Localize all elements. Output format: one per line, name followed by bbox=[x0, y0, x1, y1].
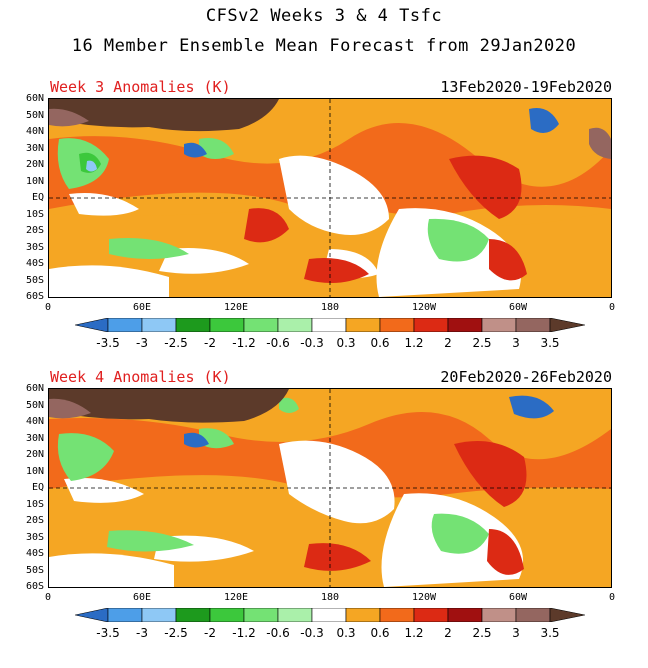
week3-anomaly-map bbox=[48, 98, 612, 298]
week4-panel-label: Week 4 Anomalies (K) bbox=[50, 368, 231, 386]
colorbar-label: 2 bbox=[444, 626, 452, 640]
colorbar-label: 0.3 bbox=[336, 336, 356, 350]
colorbar-label: -3 bbox=[136, 336, 148, 350]
colorbar-label: -2 bbox=[204, 626, 216, 640]
colorbar-label: -2.5 bbox=[164, 626, 188, 640]
lat-label: 30S bbox=[25, 241, 44, 253]
lat-label: 30N bbox=[25, 432, 44, 444]
lat-label: 50N bbox=[25, 399, 44, 411]
lat-label: 40N bbox=[25, 126, 44, 137]
week4-date-range: 20Feb2020-26Feb2020 bbox=[440, 368, 612, 386]
colorbar-label: 3.5 bbox=[540, 336, 560, 350]
lon-label: 180 bbox=[320, 302, 340, 313]
colorbar-label: 2.5 bbox=[472, 626, 492, 640]
week3-panel-label: Week 3 Anomalies (K) bbox=[50, 78, 231, 96]
lat-label: 50S bbox=[25, 274, 44, 286]
lon-label: 0 bbox=[44, 592, 52, 603]
colorbar bbox=[75, 608, 585, 622]
week3-panel: Week 3 Anomalies (K) 13Feb2020-19Feb2020 bbox=[0, 78, 648, 368]
colorbar-label: -2 bbox=[204, 336, 216, 350]
colorbar-label: -3 bbox=[136, 626, 148, 640]
colorbar-label: 0.6 bbox=[370, 336, 390, 350]
lat-label: 30S bbox=[25, 531, 44, 543]
lon-label: 60E bbox=[132, 592, 152, 603]
colorbar-label: -2.5 bbox=[164, 336, 188, 350]
lon-label: 0 bbox=[44, 302, 52, 313]
figure-title-line1: CFSv2 Weeks 3 & 4 Tsfc bbox=[205, 6, 443, 26]
week4-panel: Week 4 Anomalies (K) 20Feb2020-26Feb2020 bbox=[0, 368, 648, 658]
lat-label: 40S bbox=[25, 258, 44, 269]
lat-label: EQ bbox=[31, 482, 44, 493]
colorbar-label: -1.2 bbox=[232, 336, 256, 350]
colorbar-label: 0.3 bbox=[336, 626, 356, 640]
colorbar-label: 1.2 bbox=[404, 336, 424, 350]
colorbar-label: -1.2 bbox=[232, 626, 256, 640]
colorbar-label: 3 bbox=[512, 626, 520, 640]
lat-label: 30N bbox=[25, 142, 44, 154]
lat-label: 40N bbox=[25, 416, 44, 427]
lon-label: 120W bbox=[411, 302, 437, 313]
colorbar-label: 2.5 bbox=[472, 336, 492, 350]
lon-label: 60W bbox=[508, 302, 528, 313]
colorbar-label: -0.3 bbox=[300, 336, 324, 350]
colorbar-label: 1.2 bbox=[404, 626, 424, 640]
lat-label: 20S bbox=[25, 225, 44, 236]
lon-label: 180 bbox=[320, 592, 340, 603]
lat-label: 20N bbox=[25, 449, 44, 460]
lat-label: 10S bbox=[25, 498, 44, 510]
figure-title-line2: 16 Member Ensemble Mean Forecast from 29… bbox=[71, 36, 577, 56]
lat-label: 20N bbox=[25, 159, 44, 170]
lat-label: 50S bbox=[25, 564, 44, 576]
lon-label: 0 bbox=[608, 302, 616, 313]
lat-label: 40S bbox=[25, 548, 44, 559]
lon-label: 60W bbox=[508, 592, 528, 603]
lat-label: 60N bbox=[25, 383, 44, 394]
lat-label: 10S bbox=[25, 208, 44, 220]
lat-label: EQ bbox=[31, 192, 44, 203]
lon-label: 0 bbox=[608, 592, 616, 603]
lon-label: 60E bbox=[132, 302, 152, 313]
lon-label: 120E bbox=[223, 302, 249, 313]
week3-date-range: 13Feb2020-19Feb2020 bbox=[440, 78, 612, 96]
lat-label: 50N bbox=[25, 109, 44, 121]
colorbar-label: 3 bbox=[512, 336, 520, 350]
colorbar-label: -0.3 bbox=[300, 626, 324, 640]
lat-label: 60N bbox=[25, 93, 44, 104]
lon-label: 120W bbox=[411, 592, 437, 603]
lat-label: 10N bbox=[25, 175, 44, 187]
lat-label: 60S bbox=[25, 291, 44, 302]
colorbar-label: -3.5 bbox=[96, 626, 120, 640]
lon-label: 120E bbox=[223, 592, 249, 603]
colorbar bbox=[75, 318, 585, 332]
lat-label: 10N bbox=[25, 465, 44, 477]
lat-label: 60S bbox=[25, 581, 44, 592]
lat-label: 20S bbox=[25, 515, 44, 526]
colorbar-label: -0.6 bbox=[266, 626, 290, 640]
colorbar-label: -0.6 bbox=[266, 336, 290, 350]
colorbar-label: 3.5 bbox=[540, 626, 560, 640]
week4-anomaly-map bbox=[48, 388, 612, 588]
colorbar-label: 2 bbox=[444, 336, 452, 350]
colorbar-label: 0.6 bbox=[370, 626, 390, 640]
colorbar-label: -3.5 bbox=[96, 336, 120, 350]
